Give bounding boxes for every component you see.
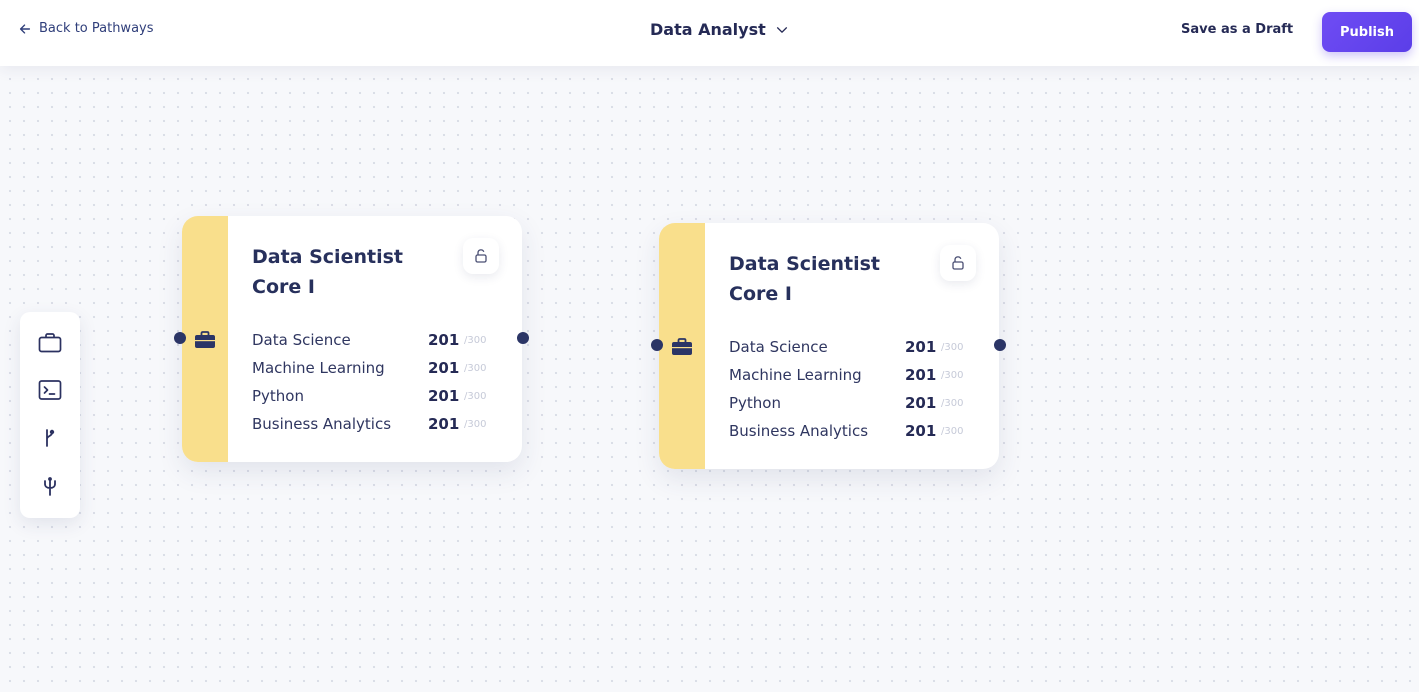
skill-list: Data Science 201 /300 Machine Learning 2…: [729, 335, 979, 447]
skill-name: Business Analytics: [729, 422, 869, 440]
lock-button[interactable]: [940, 245, 976, 281]
briefcase-icon: [38, 333, 62, 353]
tool-fork[interactable]: [35, 471, 65, 501]
skill-name: Machine Learning: [252, 359, 385, 377]
skill-score: 201: [428, 415, 460, 433]
briefcase-icon: [672, 338, 692, 355]
terminal-icon: [38, 380, 62, 400]
skill-score: 201: [905, 422, 937, 440]
tool-briefcase[interactable]: [35, 328, 65, 358]
skill-score: 201: [905, 394, 937, 412]
tool-palette: [20, 312, 80, 518]
skill-score: 201: [428, 331, 460, 349]
skill-row: Machine Learning 201 /300: [729, 363, 979, 391]
skill-score: 201: [428, 359, 460, 377]
skill-score: 201: [428, 387, 460, 405]
skill-max: /300: [941, 426, 964, 437]
pathway-node[interactable]: Data Scientist Core I Data Science 201 /…: [659, 223, 999, 469]
skill-max: /300: [941, 342, 964, 353]
fork-icon: [44, 477, 56, 496]
skill-max: /300: [464, 363, 487, 374]
skill-row: Business Analytics 201 /300: [252, 412, 502, 440]
skill-max: /300: [941, 398, 964, 409]
skill-name: Business Analytics: [252, 415, 392, 433]
pathway-node[interactable]: Data Scientist Core I Data Science 201 /…: [182, 216, 522, 462]
pathway-title-dropdown[interactable]: Data Analyst: [650, 20, 789, 39]
skill-row: Data Science 201 /300: [252, 328, 502, 356]
back-to-pathways-link[interactable]: Back to Pathways: [18, 21, 154, 36]
skill-max: /300: [941, 370, 964, 381]
skill-max: /300: [464, 335, 487, 346]
skill-score: 201: [905, 338, 937, 356]
publish-button[interactable]: Publish: [1322, 12, 1412, 52]
skill-name: Data Science: [252, 331, 351, 349]
skill-row: Machine Learning 201 /300: [252, 356, 502, 384]
skill-name: Data Science: [729, 338, 828, 356]
top-bar: Back to Pathways Data Analyst Save as a …: [0, 0, 1419, 66]
chevron-down-icon: [776, 26, 787, 33]
branch-icon: [46, 429, 55, 447]
tool-terminal[interactable]: [35, 375, 65, 405]
skill-row: Business Analytics 201 /300: [729, 419, 979, 447]
lock-open-icon: [952, 256, 964, 270]
skill-name: Machine Learning: [729, 366, 862, 384]
node-color-bar: [659, 223, 705, 469]
skill-max: /300: [464, 391, 487, 402]
arrow-left-icon: [19, 23, 31, 34]
node-color-bar: [182, 216, 228, 462]
skill-list: Data Science 201 /300 Machine Learning 2…: [252, 328, 502, 440]
back-link-label: Back to Pathways: [39, 21, 154, 36]
skill-max: /300: [464, 419, 487, 430]
skill-row: Data Science 201 /300: [729, 335, 979, 363]
skill-row: Python 201 /300: [729, 391, 979, 419]
node-title: Data Scientist Core I: [252, 246, 403, 298]
node-input-port[interactable]: [174, 332, 186, 344]
node-output-port[interactable]: [994, 339, 1006, 351]
page-title: Data Analyst: [650, 20, 766, 39]
skill-score: 201: [905, 366, 937, 384]
skill-row: Python 201 /300: [252, 384, 502, 412]
tool-branch[interactable]: [35, 423, 65, 453]
node-output-port[interactable]: [517, 332, 529, 344]
save-draft-button[interactable]: Save as a Draft: [1181, 22, 1294, 37]
node-title: Data Scientist Core I: [729, 253, 880, 305]
lock-open-icon: [475, 249, 487, 263]
skill-name: Python: [729, 394, 781, 412]
node-input-port[interactable]: [651, 339, 663, 351]
briefcase-icon: [195, 331, 215, 348]
skill-name: Python: [252, 387, 304, 405]
lock-button[interactable]: [463, 238, 499, 274]
